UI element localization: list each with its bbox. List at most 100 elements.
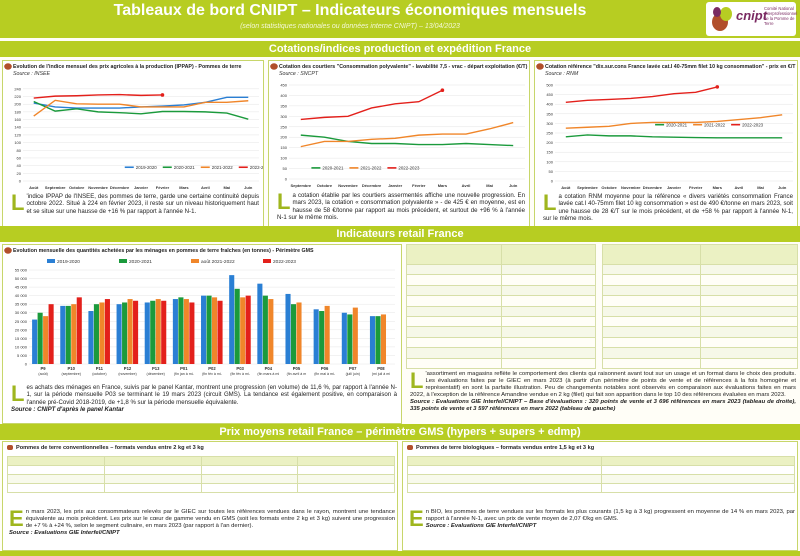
chart-legend: 2019-2020 2020-2021 2021-2022 2022-2023 [124,165,263,170]
table-row [602,336,798,349]
table-row [602,284,798,297]
potato-icon [270,63,278,70]
kantar-source: Source : CNIPT d'après le panel Kantar [11,405,124,413]
potato-icon [536,63,544,70]
series-line-2022-2023 [33,93,163,99]
y-tick-label: 100 [546,159,553,164]
table-row [407,483,795,493]
table-cell [602,263,701,276]
x-tick-label: Septembre [290,183,311,188]
x-tick-label: Octobre [69,185,85,190]
table-row [406,347,596,359]
section-band-retail: Indicateurs retail France [0,226,800,242]
x-tick-label: P13 [152,366,160,371]
section-title-prices: Prix moyens retail France – périmètre GM… [219,426,581,438]
x-tick-label: Septembre [45,185,66,190]
table-row [406,295,596,307]
x-tick-label: P05 [293,366,301,371]
legend-label: 2020-2021 [129,259,152,265]
chart-svg: 0 50 100 150 200 250 300 350 400 450 Septembre Octo… [280,83,525,188]
x-tick-label: Mai [223,185,230,190]
bar-2022-2023 [161,300,167,364]
table-header-row [406,244,596,265]
table-cell [699,274,798,286]
y-tick-label: 25 000 [15,319,28,324]
bar-août 2021-2022 [127,299,133,364]
x-tick-sublabel: (juil/ juin) [346,372,360,376]
y-tick-label: 0 [551,179,554,184]
table-cell [600,474,795,484]
x-tick-label: Février [689,185,703,190]
bar-2019-2020 [144,302,150,364]
bar-2020-2021 [150,300,156,364]
table-cell [602,305,701,317]
y-tick-label: 200 [14,102,21,107]
y-tick-label: 240 [14,86,21,91]
drop-cap: E [409,506,424,531]
table-cell [500,347,596,359]
y-tick-label: 450 [280,83,287,88]
x-tick-label: Août [29,185,39,190]
y-tick-label: 120 [14,132,21,137]
column-header [602,244,701,265]
x-tick-label: Octobre [601,185,617,190]
bar-2019-2020 [60,305,66,364]
legend-label: 2019-2020 [57,259,80,265]
legend-label: 2022-2023 [398,166,420,171]
table-cell [602,357,701,369]
bar-2022-2023 [48,304,54,364]
column-header [407,456,602,466]
organic-source: Source : Evaluations GIE Interfel/CNIPT [425,523,537,530]
x-tick-label: Septembre [577,185,598,190]
bar-2022-2023 [133,300,139,364]
x-tick-sublabel: (décembre) [147,372,165,376]
potato-icon [4,63,12,70]
series-line-2020-2021 [565,134,783,139]
conventional-title: Pommes de terre conventionnelles – forma… [16,445,204,451]
organic-price-table [407,456,795,493]
column-header [406,244,502,265]
table-cell [500,284,596,297]
bar-août 2021-2022 [380,314,387,364]
x-tick-label: Mai [486,183,493,188]
y-tick-label: 400 [280,93,287,98]
table-cell [699,263,798,276]
drop-cap: L [277,189,291,214]
chart-svg: 0 5 000 10 000 15 000 20 000 25 000 30 000 35 0… [15,259,395,376]
y-tick-label: 250 [280,124,287,129]
bar-2020-2021 [319,311,325,364]
drop-cap: L [11,190,25,215]
bar-2020-2021 [37,312,43,364]
rnm-text: a cotation RNM moyenne pour la référence… [543,193,793,222]
legend-swatch [263,259,271,263]
bar-2020-2021 [375,316,381,364]
retail-table-2023 [602,244,798,369]
bar-2020-2021 [347,314,353,364]
table-cell [407,483,602,493]
bar-août 2021-2022 [43,316,49,364]
table-row [406,274,596,286]
kantar-title: Evolution mensuelle des quantités acheté… [13,248,314,254]
table-cell [297,474,395,484]
table-cell [699,305,798,317]
drop-cap: L [410,368,424,393]
retail-text: 'assortiment en magasins reflète le comp… [410,371,796,398]
sncpt-title: Cotation des courtiers "Consommation pol… [279,64,528,70]
x-tick-label: Avril [201,185,210,190]
bar-2022-2023 [245,295,251,364]
section-band-prices: Prix moyens retail France – périmètre GM… [0,424,800,440]
rnm-source: Source : RNM [545,71,579,77]
table-cell [406,315,502,328]
x-tick-label: Avril [735,185,744,190]
chart-svg: 0 20 40 60 80 100 120 140 160 180 200 220 240 Août Sep… [14,86,263,190]
bar-août 2021-2022 [183,299,189,364]
panel-rnm: Cotation référence "dix.sur.cons France … [534,60,798,233]
table-cell [500,357,596,369]
chart-svg: 0 50 100 150 200 250 300 350 400 450 500 Août Septem… [546,83,793,190]
table-row [602,347,798,359]
